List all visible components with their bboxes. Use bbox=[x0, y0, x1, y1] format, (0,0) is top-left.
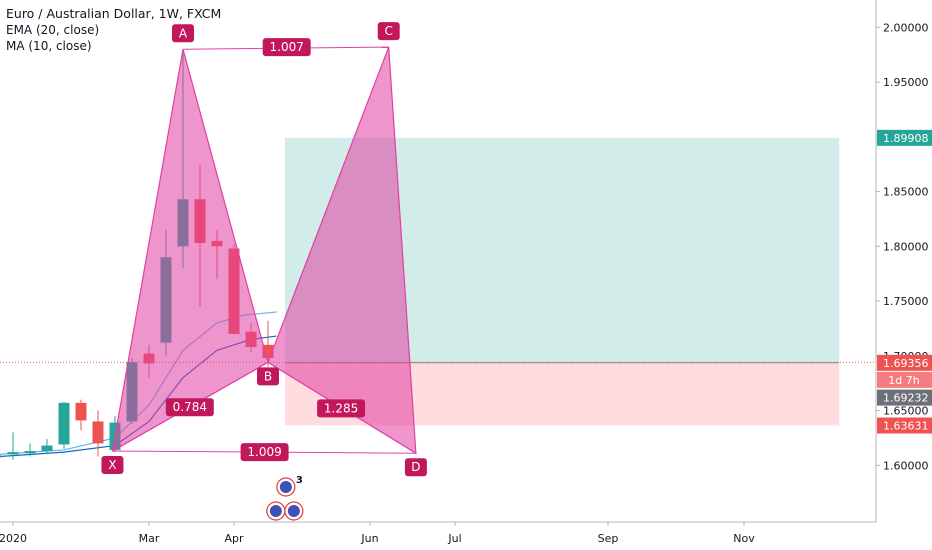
pattern-triangle-xab bbox=[111, 49, 269, 453]
time-tick-label: 2020 bbox=[0, 532, 27, 545]
time-tick-label: Jul bbox=[447, 532, 461, 545]
pattern-ratio: 1.285 bbox=[317, 399, 366, 418]
pattern-point-label: D bbox=[411, 460, 420, 474]
price-axis-label: 1.69232 bbox=[877, 389, 932, 406]
legend-symbol[interactable]: Euro / Australian Dollar, 1W, FXCM bbox=[6, 6, 222, 21]
time-tick-label: Mar bbox=[139, 532, 160, 545]
candle bbox=[24, 443, 36, 457]
price-axis-label-text: 1d 7h bbox=[888, 374, 919, 387]
candle-body bbox=[75, 402, 87, 421]
price-tick-label: 1.60000 bbox=[883, 459, 929, 472]
price-axis-label-bg bbox=[877, 371, 932, 388]
pattern-point-b: B bbox=[257, 367, 279, 386]
price-axis-label-bg bbox=[877, 129, 932, 146]
price-axis-label-bg bbox=[877, 354, 932, 371]
pattern-point-box bbox=[257, 367, 279, 386]
price-tick-label: 1.85000 bbox=[883, 186, 929, 199]
pattern-point-label: C bbox=[385, 24, 393, 38]
candle bbox=[262, 320, 274, 367]
candle-body bbox=[41, 445, 53, 452]
price-tick-label: 1.95000 bbox=[883, 76, 929, 89]
candle bbox=[92, 410, 104, 457]
pattern-ratio: 0.784 bbox=[165, 398, 214, 417]
event-badge-count: 3 bbox=[296, 475, 303, 486]
candle-body bbox=[24, 451, 36, 454]
candle-body bbox=[92, 421, 104, 444]
legend-ema[interactable]: EMA (20, close) bbox=[6, 23, 100, 37]
pattern-ratio-box bbox=[317, 399, 366, 418]
price-axis-label-text: 1.89908 bbox=[883, 132, 929, 145]
price-axis-label-text: 1.69232 bbox=[883, 392, 929, 405]
pattern-ratio-label: 1.285 bbox=[324, 401, 358, 415]
price-tick-label: 1.65000 bbox=[883, 405, 929, 418]
candle bbox=[58, 401, 70, 449]
candle bbox=[7, 432, 19, 460]
price-axis-label-text: 1.63631 bbox=[883, 420, 929, 433]
price-axis-label: 1.63631 bbox=[877, 417, 932, 434]
time-tick-label: Sep bbox=[598, 532, 619, 545]
price-tick-label: 2.00000 bbox=[883, 21, 929, 34]
legend-ma[interactable]: MA (10, close) bbox=[6, 39, 92, 53]
pattern-point-box bbox=[101, 456, 124, 475]
candle-body bbox=[7, 452, 19, 455]
price-axis-label-bg bbox=[877, 417, 932, 434]
price-axis-label-bg bbox=[877, 389, 932, 406]
pattern-point-d: D bbox=[404, 458, 427, 477]
event-badge-inner bbox=[269, 505, 282, 517]
pattern-point-a: A bbox=[172, 24, 194, 43]
event-badge-inner bbox=[287, 505, 300, 517]
price-axis-label: 1d 7h bbox=[877, 371, 932, 388]
pattern-point-label: X bbox=[108, 458, 116, 472]
event-badge-inner bbox=[279, 481, 292, 493]
time-tick-label: Jun bbox=[360, 532, 378, 545]
pattern-ratio: 1.007 bbox=[262, 38, 311, 57]
events-badges: 3 bbox=[266, 475, 304, 521]
time-tick-label: Nov bbox=[733, 532, 755, 545]
pattern-point-label: B bbox=[264, 369, 272, 383]
candle bbox=[75, 399, 87, 431]
pattern-point-label: A bbox=[179, 26, 188, 40]
candle-body bbox=[0, 455, 2, 458]
pattern-point-c: C bbox=[377, 22, 400, 41]
pattern-ratio-box bbox=[240, 443, 289, 462]
pattern-ratio-label: 1.007 bbox=[270, 40, 304, 54]
candle bbox=[0, 455, 2, 458]
price-axis-bg bbox=[876, 0, 932, 550]
chart-legend: Euro / Australian Dollar, 1W, FXCM EMA (… bbox=[6, 6, 221, 54]
pattern-point-box bbox=[172, 24, 194, 43]
price-axis-label-text: 1.69356 bbox=[883, 357, 929, 370]
price-tick-label: 1.80000 bbox=[883, 240, 929, 253]
candle-body bbox=[58, 402, 70, 445]
pattern-ratio-box bbox=[165, 398, 214, 417]
candle-body bbox=[262, 344, 274, 358]
price-axis-label: 1.69356 bbox=[877, 354, 932, 371]
price-tick-label: 1.75000 bbox=[883, 295, 929, 308]
time-tick-label: Apr bbox=[224, 532, 244, 545]
pattern-point-box bbox=[377, 22, 400, 41]
pattern-ratio-label: 0.784 bbox=[173, 400, 207, 414]
pattern-point-box bbox=[404, 458, 427, 477]
pattern-ratio-box bbox=[262, 38, 311, 57]
pattern-ratio-label: 1.009 bbox=[247, 445, 281, 459]
pattern-point-x: X bbox=[101, 456, 124, 475]
candle bbox=[41, 438, 53, 455]
price-axis-label: 1.89908 bbox=[877, 129, 932, 146]
pattern-ratio: 1.009 bbox=[240, 443, 289, 462]
